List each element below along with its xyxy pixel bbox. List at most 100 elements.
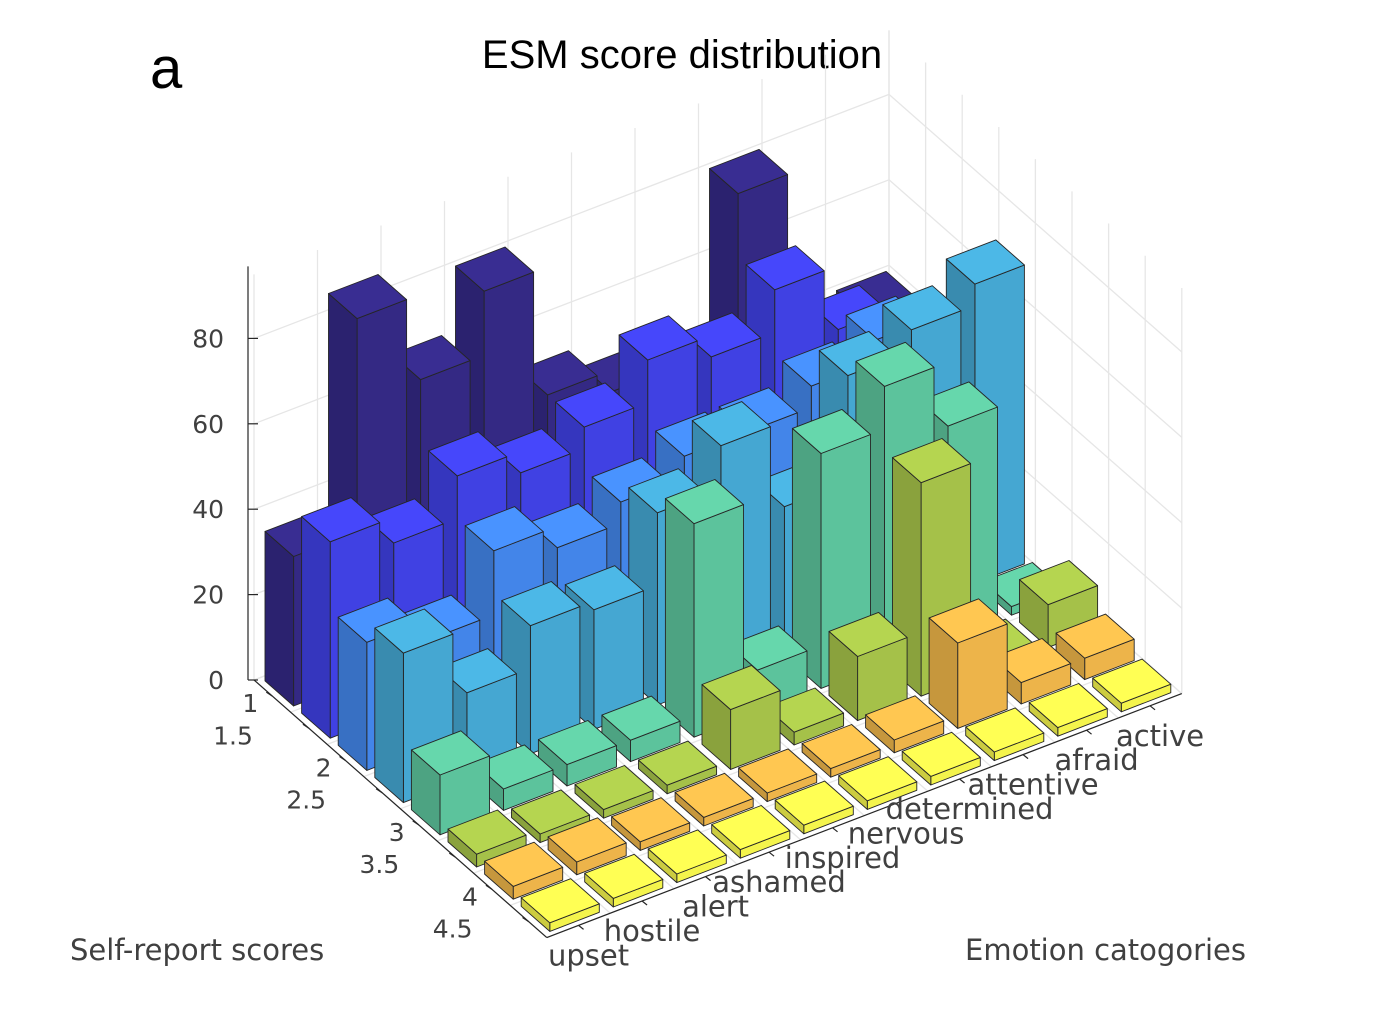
y-tick-mark bbox=[265, 691, 273, 697]
bar-face-top bbox=[410, 730, 490, 776]
bar-upset-score-4.5 bbox=[520, 878, 600, 932]
bar-face-top bbox=[537, 720, 617, 766]
bar-upset-score-3.5 bbox=[447, 809, 527, 868]
bar-face-top bbox=[901, 731, 981, 777]
bar-face-top bbox=[328, 274, 408, 320]
bar-alert-score-4 bbox=[611, 797, 691, 851]
bar-determined-score-3.5 bbox=[828, 611, 908, 722]
bar-face-side bbox=[337, 616, 368, 771]
chart-title: ESM score distribution bbox=[482, 33, 882, 77]
bar-face-top bbox=[682, 312, 762, 358]
bar-hostile-score-4 bbox=[547, 817, 627, 876]
y-tick-mark bbox=[302, 723, 310, 729]
bar-face-top bbox=[1019, 560, 1099, 606]
bar-afraid-score-4.5 bbox=[1028, 683, 1108, 737]
bar-face-side bbox=[664, 498, 695, 738]
bar-face-top bbox=[547, 817, 627, 863]
y-tick-mark bbox=[412, 820, 420, 826]
bar-face-top bbox=[728, 625, 808, 671]
bar-face-top bbox=[664, 479, 744, 525]
x-tick-label: attentive bbox=[967, 768, 1098, 802]
bar-face-top bbox=[801, 724, 881, 770]
bar-face-side bbox=[374, 627, 404, 804]
bar-face-side bbox=[301, 516, 331, 739]
bars bbox=[264, 148, 1172, 932]
x-tick-mark bbox=[959, 778, 965, 784]
bar-face-top bbox=[1092, 658, 1172, 704]
y-tick-label: 3 bbox=[389, 818, 405, 847]
bar-upset-score-4 bbox=[484, 841, 564, 900]
bar-hostile-score-4.5 bbox=[584, 853, 664, 908]
bar-face-top bbox=[464, 506, 544, 552]
bar-determined-score-4 bbox=[865, 695, 945, 754]
bar-inspired-score-3 bbox=[664, 479, 744, 738]
bar-face-top bbox=[691, 401, 771, 447]
bar-face-top bbox=[647, 829, 727, 875]
bar-face-top bbox=[828, 611, 908, 657]
bar-face-top bbox=[855, 341, 935, 387]
bar-nervous-score-4 bbox=[801, 724, 881, 778]
y-tick-label: 1 bbox=[242, 689, 258, 718]
y-axis-label: Self-report scores bbox=[70, 933, 324, 967]
y-tick-mark bbox=[485, 884, 493, 890]
x-tick-mark bbox=[578, 924, 584, 930]
bar-face-top bbox=[447, 809, 527, 855]
bar-face-top bbox=[928, 598, 1008, 644]
bar-ashamed-score-4 bbox=[674, 772, 754, 827]
bar-face-top bbox=[511, 789, 591, 835]
bar-face-top bbox=[474, 744, 554, 790]
bar-face-top bbox=[892, 438, 972, 484]
bar-inspired-score-4.5 bbox=[774, 780, 854, 835]
bar-face-top bbox=[701, 664, 781, 711]
z-tick-label: 20 bbox=[192, 581, 224, 610]
z-tick-label: 40 bbox=[192, 495, 224, 524]
bar-face-top bbox=[528, 503, 608, 549]
bar-face-top bbox=[601, 695, 681, 741]
z-tick-label: 60 bbox=[192, 410, 224, 439]
y-tick-label: 4 bbox=[462, 882, 478, 911]
y-tick-mark bbox=[448, 852, 456, 858]
bar-face-top bbox=[838, 756, 918, 802]
x-tick-label: nervous bbox=[848, 816, 965, 850]
bar-face-top bbox=[301, 497, 381, 543]
y-tick-label: 1.5 bbox=[213, 721, 253, 750]
bar-active-score-4.5 bbox=[1092, 658, 1172, 713]
x-tick-label: ashamed bbox=[712, 865, 846, 899]
x-tick-mark bbox=[1149, 705, 1156, 711]
x-tick-label: hostile bbox=[604, 914, 701, 948]
bar-face-top bbox=[1028, 683, 1108, 729]
bar-face-top bbox=[711, 805, 791, 851]
x-tick-label: afraid bbox=[1054, 743, 1138, 777]
bar-nervous-score-4.5 bbox=[838, 756, 918, 810]
bar-face-top bbox=[765, 687, 845, 733]
bar-face-top bbox=[791, 408, 871, 454]
bar-face-top bbox=[584, 853, 664, 899]
bar-face-top bbox=[1055, 613, 1135, 659]
bar-attentive-score-4.5 bbox=[965, 707, 1045, 762]
x-tick-mark bbox=[768, 851, 775, 857]
bar-face-top bbox=[611, 797, 691, 843]
bar-active-score-4 bbox=[1055, 613, 1135, 681]
y-tick-label: 2 bbox=[316, 754, 332, 783]
bar-face-side bbox=[264, 530, 295, 707]
bar-face-top bbox=[520, 878, 600, 924]
bar-face-top bbox=[374, 608, 454, 654]
x-tick-label: determined bbox=[886, 792, 1054, 826]
x-tick-mark bbox=[895, 802, 902, 808]
bar-face-top bbox=[965, 707, 1045, 753]
bar-face-top bbox=[391, 335, 471, 381]
y-tick-label: 2.5 bbox=[286, 786, 326, 815]
z-tick-label: 80 bbox=[192, 324, 224, 353]
bar-face-top bbox=[918, 381, 998, 427]
bar-face-top bbox=[518, 350, 598, 396]
bar-face-top bbox=[364, 498, 444, 544]
x-axis-label: Emotion catogories bbox=[965, 933, 1246, 967]
y-axis-line bbox=[253, 679, 548, 939]
x-tick-label: alert bbox=[682, 890, 749, 924]
bar-face-top bbox=[484, 841, 564, 887]
bar-attentive-score-3.5 bbox=[892, 438, 972, 697]
x-tick-label: inspired bbox=[785, 841, 901, 875]
bar-alert-score-3 bbox=[537, 720, 617, 787]
x-tick-mark bbox=[641, 900, 648, 906]
